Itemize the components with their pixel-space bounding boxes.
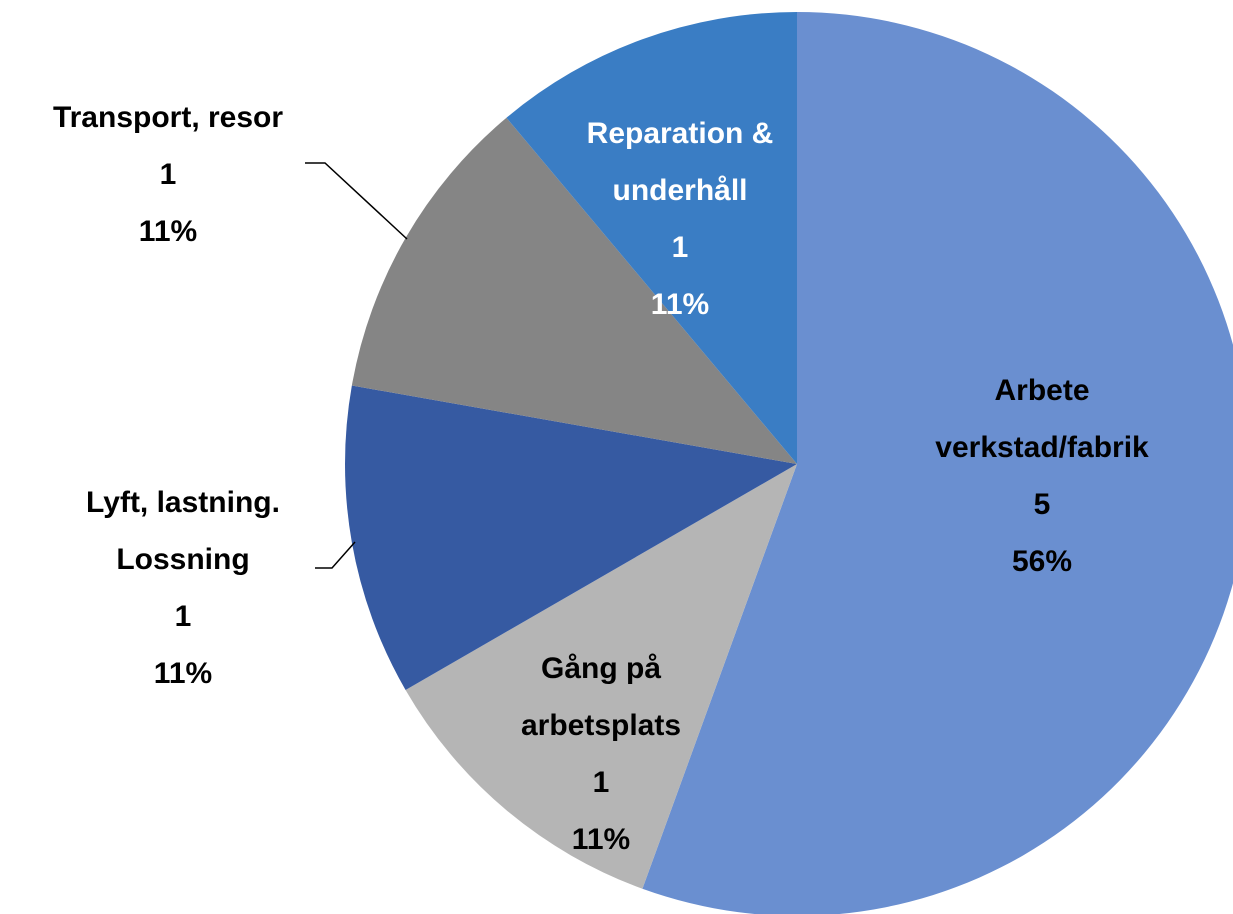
leader-line <box>315 541 356 569</box>
label-category: Gång på arbetsplats <box>520 652 682 742</box>
label-percent: 11% <box>138 215 198 248</box>
label-value: 1 <box>174 600 192 633</box>
label-category: Lyft, lastning. Lossning <box>86 486 280 576</box>
pie-slice <box>642 12 1233 914</box>
label-category: Reparation & underhåll <box>586 117 774 207</box>
pie-slice <box>405 464 797 889</box>
pie-slice <box>351 117 797 464</box>
label-value: 5 <box>1033 488 1051 521</box>
slice-label: Reparation & underhåll 1 11% <box>587 105 774 333</box>
label-value: 1 <box>159 158 177 191</box>
slice-label: Arbete verkstad/fabrik 5 56% <box>935 362 1148 590</box>
label-value: 1 <box>671 231 689 264</box>
label-percent: 11% <box>571 823 631 856</box>
slice-label: Gång på arbetsplats 1 11% <box>521 640 681 868</box>
label-value: 1 <box>592 766 610 799</box>
slice-label: Lyft, lastning. Lossning 1 11% <box>86 474 280 702</box>
label-category: Arbete verkstad/fabrik <box>935 374 1149 464</box>
label-percent: 11% <box>650 288 710 321</box>
label-percent: 11% <box>153 657 213 690</box>
label-percent: 56% <box>1011 545 1073 578</box>
pie-slice <box>506 12 797 464</box>
slice-label: Transport, resor 1 11% <box>53 89 283 260</box>
leader-line <box>305 162 408 240</box>
pie-slice <box>344 385 797 690</box>
label-category: Transport, resor <box>52 101 284 134</box>
